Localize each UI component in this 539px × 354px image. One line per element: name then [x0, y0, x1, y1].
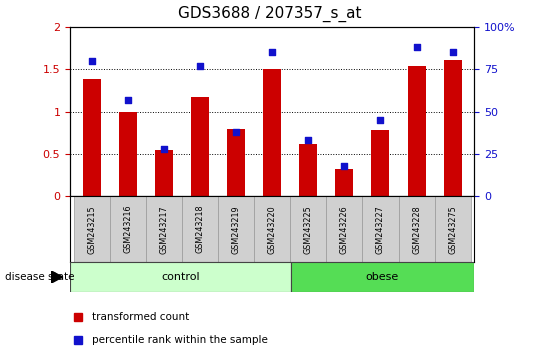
Bar: [290, 196, 326, 262]
Point: [268, 49, 277, 55]
Bar: [82, 79, 101, 196]
Bar: [299, 144, 317, 196]
Point: [412, 44, 421, 50]
Point: [160, 146, 168, 152]
Bar: [146, 196, 182, 262]
Text: GSM243227: GSM243227: [376, 205, 385, 253]
Bar: [227, 129, 245, 196]
Bar: [70, 262, 291, 292]
Text: GSM243220: GSM243220: [268, 205, 277, 253]
Bar: [254, 196, 290, 262]
Bar: [182, 196, 218, 262]
Bar: [191, 97, 209, 196]
Text: obese: obese: [366, 272, 399, 282]
Point: [448, 49, 457, 55]
Text: GSM243275: GSM243275: [448, 205, 457, 253]
Bar: [155, 150, 173, 196]
Text: GSM243215: GSM243215: [87, 205, 96, 253]
Bar: [74, 196, 110, 262]
Point: [304, 138, 313, 143]
Text: disease state: disease state: [5, 272, 75, 282]
Bar: [263, 69, 281, 196]
Bar: [119, 112, 137, 196]
Point: [376, 117, 385, 123]
Point: [123, 97, 132, 102]
Text: control: control: [161, 272, 199, 282]
Text: GSM243225: GSM243225: [304, 205, 313, 253]
Point: [87, 58, 96, 63]
Bar: [362, 196, 398, 262]
Bar: [110, 196, 146, 262]
Bar: [407, 67, 426, 196]
Bar: [444, 60, 462, 196]
Bar: [434, 196, 471, 262]
Text: transformed count: transformed count: [92, 312, 190, 322]
Text: GSM243216: GSM243216: [123, 205, 132, 253]
Text: GSM243218: GSM243218: [196, 205, 204, 253]
Point: [196, 63, 204, 68]
Bar: [335, 169, 354, 196]
Text: GDS3688 / 207357_s_at: GDS3688 / 207357_s_at: [178, 5, 361, 22]
Text: GSM243226: GSM243226: [340, 205, 349, 253]
Text: percentile rank within the sample: percentile rank within the sample: [92, 335, 268, 346]
Bar: [398, 196, 434, 262]
Text: GSM243217: GSM243217: [160, 205, 168, 253]
Bar: [371, 130, 390, 196]
Polygon shape: [51, 270, 63, 283]
Text: GSM243228: GSM243228: [412, 205, 421, 253]
Point: [232, 129, 240, 135]
Text: GSM243219: GSM243219: [232, 205, 240, 253]
Point: [340, 163, 349, 169]
Bar: [218, 196, 254, 262]
Bar: [326, 196, 362, 262]
Bar: [291, 262, 474, 292]
